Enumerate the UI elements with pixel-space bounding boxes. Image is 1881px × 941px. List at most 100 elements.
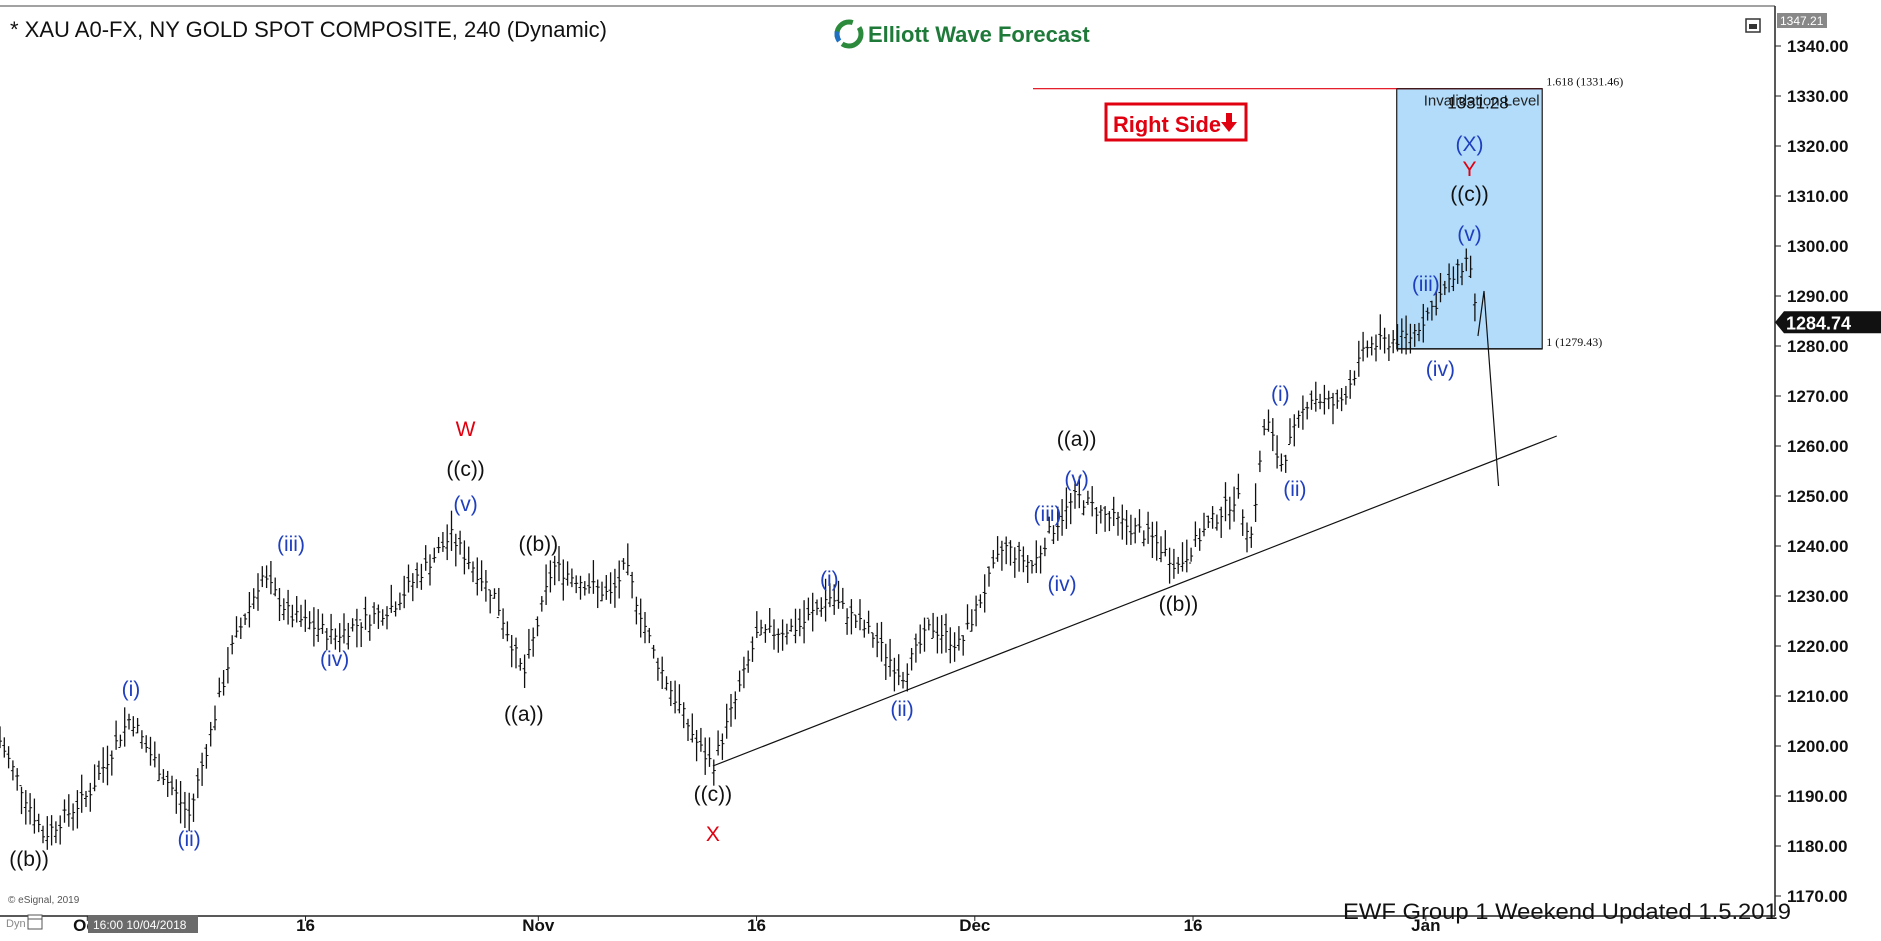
price-bar <box>617 560 622 599</box>
price-bar <box>935 616 940 654</box>
price-bar <box>385 606 389 630</box>
price-bar <box>1107 511 1112 532</box>
price-bar <box>311 607 316 647</box>
price-bar <box>49 815 54 846</box>
wave-label: (iv) <box>320 648 349 671</box>
price-bar <box>174 779 179 814</box>
price-bar <box>0 726 2 749</box>
price-bar <box>948 627 953 664</box>
price-bar <box>71 803 76 831</box>
price-bar <box>303 599 308 632</box>
price-bar <box>2 737 7 758</box>
price-bar <box>944 613 948 653</box>
price-bars <box>0 248 1477 850</box>
price-bar <box>428 554 432 586</box>
price-bar <box>1154 521 1159 561</box>
price-bar <box>58 815 63 845</box>
price-bar <box>41 825 45 844</box>
price-tick-label: 1320.00 <box>1787 137 1848 156</box>
price-bar <box>1180 542 1185 572</box>
projection-path[interactable] <box>1477 290 1500 487</box>
price-bar <box>544 564 549 605</box>
wave-label: ((c)) <box>446 458 484 481</box>
price-bar <box>1442 280 1447 296</box>
price-bar <box>1232 486 1237 522</box>
price-bar <box>144 735 149 753</box>
price-bar <box>475 557 480 596</box>
price-bar <box>600 581 604 602</box>
price-bar <box>1141 530 1146 547</box>
price-bar <box>1008 540 1013 566</box>
price-bar <box>1249 526 1254 548</box>
price-bar <box>96 760 101 781</box>
price-bar <box>324 627 329 651</box>
price-bar <box>681 702 686 729</box>
wave-label: X <box>706 823 720 846</box>
price-bar <box>1210 506 1215 529</box>
price-bar <box>1283 454 1288 473</box>
price-bar <box>1081 500 1086 516</box>
price-bar <box>268 560 273 595</box>
brand-name: Elliott Wave Forecast <box>868 22 1090 47</box>
price-bar <box>582 581 587 596</box>
price-bar <box>406 564 411 593</box>
price-tick-label: 1240.00 <box>1787 537 1848 556</box>
price-bar <box>462 540 467 575</box>
price-bar <box>754 611 759 639</box>
price-bar <box>342 613 346 644</box>
price-bar <box>1434 290 1439 316</box>
price-bar <box>578 575 583 600</box>
price-bar <box>612 568 617 608</box>
price-bar <box>690 713 695 743</box>
price-bar <box>127 713 131 730</box>
price-bar <box>668 680 673 707</box>
price-axis-area[interactable] <box>1776 6 1881 941</box>
price-bar <box>62 799 67 823</box>
dyn-label: Dyn <box>6 918 26 930</box>
price-bar <box>161 769 166 785</box>
fib-target-box <box>1396 88 1543 350</box>
price-bar <box>15 768 20 791</box>
price-bar <box>333 628 338 650</box>
price-bar <box>256 573 260 611</box>
support-trendline[interactable] <box>712 435 1557 767</box>
price-bar <box>720 733 725 760</box>
price-bar <box>1374 334 1378 362</box>
price-bar <box>277 588 282 621</box>
price-bar <box>832 584 837 615</box>
wave-label: (i) <box>820 568 839 591</box>
price-bar <box>187 792 192 832</box>
price-bar <box>827 583 832 608</box>
price-bar <box>1146 511 1151 544</box>
price-bar <box>208 721 213 747</box>
price-bar <box>88 782 93 812</box>
price-bar <box>1073 480 1077 509</box>
wave-label: (iii) <box>277 533 305 556</box>
price-bar <box>763 624 768 643</box>
price-bar <box>182 791 187 829</box>
price-bar <box>892 657 897 692</box>
price-bar <box>488 589 493 614</box>
price-bar <box>965 604 970 630</box>
wave-label: (X) <box>1455 133 1483 156</box>
price-tick-label: 1280.00 <box>1787 337 1848 356</box>
price-tick-label: 1340.00 <box>1787 37 1848 56</box>
svg-text:1347.21: 1347.21 <box>1780 14 1824 28</box>
price-bar <box>716 730 721 756</box>
wave-label: ((b)) <box>9 848 49 871</box>
price-bar <box>329 613 334 645</box>
price-bar <box>114 720 119 750</box>
calendar-icon[interactable] <box>27 914 43 930</box>
price-bar <box>1404 315 1409 355</box>
price-bar <box>1331 392 1335 425</box>
price-bar <box>389 584 394 613</box>
price-bar <box>595 579 600 609</box>
price-tick-label: 1270.00 <box>1787 387 1848 406</box>
price-bar <box>741 656 746 689</box>
price-bar <box>109 750 114 776</box>
window-restore-icon[interactable] <box>1745 18 1761 33</box>
wave-label: (v) <box>1064 468 1089 491</box>
price-bar <box>1051 525 1056 545</box>
price-bar <box>999 540 1004 571</box>
